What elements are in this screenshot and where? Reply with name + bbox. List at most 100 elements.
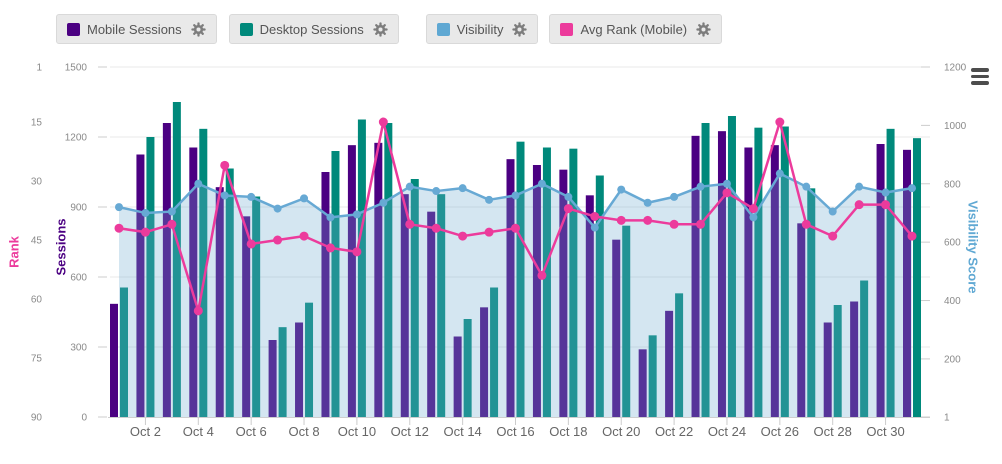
data-point[interactable] xyxy=(431,223,441,233)
data-point[interactable] xyxy=(511,191,520,200)
bar[interactable] xyxy=(162,123,171,417)
bar[interactable] xyxy=(532,165,541,417)
bar[interactable] xyxy=(850,301,859,418)
data-point[interactable] xyxy=(273,204,282,213)
bar[interactable] xyxy=(638,349,647,417)
data-point[interactable] xyxy=(590,223,599,232)
data-point[interactable] xyxy=(643,198,652,207)
bar[interactable] xyxy=(321,172,330,417)
bar[interactable] xyxy=(331,151,340,417)
data-point[interactable] xyxy=(907,231,917,241)
bar[interactable] xyxy=(453,336,462,418)
legend-button-mobile-sessions[interactable]: Mobile Sessions xyxy=(56,14,217,44)
bar[interactable] xyxy=(136,154,145,418)
data-point[interactable] xyxy=(855,182,864,191)
bar[interactable] xyxy=(797,223,806,417)
gear-icon[interactable] xyxy=(191,21,206,37)
bar[interactable] xyxy=(278,327,287,417)
bar[interactable] xyxy=(860,280,869,418)
data-point[interactable] xyxy=(458,231,468,241)
data-point[interactable] xyxy=(564,192,573,201)
data-point[interactable] xyxy=(802,182,811,191)
data-point[interactable] xyxy=(220,191,229,200)
legend-button-desktop-sessions[interactable]: Desktop Sessions xyxy=(228,14,399,44)
bar[interactable] xyxy=(569,148,578,417)
data-point[interactable] xyxy=(563,204,573,214)
bar[interactable] xyxy=(886,128,895,418)
bar[interactable] xyxy=(612,239,621,417)
bar[interactable] xyxy=(559,169,568,417)
bar[interactable] xyxy=(807,188,816,417)
legend-button-visibility[interactable]: Visibility xyxy=(425,14,539,44)
data-point[interactable] xyxy=(801,219,811,229)
data-point[interactable] xyxy=(537,270,547,280)
bar[interactable] xyxy=(400,194,409,417)
bar[interactable] xyxy=(305,302,314,417)
data-point[interactable] xyxy=(167,219,177,229)
data-point[interactable] xyxy=(115,203,123,212)
bar[interactable] xyxy=(252,196,261,418)
gear-icon[interactable] xyxy=(512,21,528,37)
legend-button-avg-rank-mobile[interactable]: Avg Rank (Mobile) xyxy=(549,14,723,44)
bar[interactable] xyxy=(357,119,366,418)
data-point[interactable] xyxy=(775,117,785,127)
data-point[interactable] xyxy=(167,207,176,216)
data-point[interactable] xyxy=(511,223,520,233)
data-point[interactable] xyxy=(352,247,362,257)
bar[interactable] xyxy=(347,145,356,417)
data-point[interactable] xyxy=(405,219,415,229)
bar[interactable] xyxy=(754,127,763,418)
data-point[interactable] xyxy=(854,200,864,210)
data-point[interactable] xyxy=(273,235,283,245)
bar[interactable] xyxy=(717,131,726,417)
data-point[interactable] xyxy=(670,192,679,201)
data-point[interactable] xyxy=(220,160,230,170)
bar[interactable] xyxy=(437,194,446,417)
data-point[interactable] xyxy=(300,194,309,203)
data-point[interactable] xyxy=(114,223,124,233)
data-point[interactable] xyxy=(617,185,626,194)
bar[interactable] xyxy=(780,126,789,418)
data-point[interactable] xyxy=(140,227,150,237)
data-point[interactable] xyxy=(141,208,150,217)
bar[interactable] xyxy=(506,159,515,417)
data-point[interactable] xyxy=(378,117,388,127)
bar[interactable] xyxy=(595,175,604,418)
data-point[interactable] xyxy=(194,179,203,188)
bar[interactable] xyxy=(172,102,181,417)
data-point[interactable] xyxy=(722,179,731,188)
data-point[interactable] xyxy=(299,231,309,241)
bar[interactable] xyxy=(215,187,224,417)
bar[interactable] xyxy=(199,128,208,418)
bar[interactable] xyxy=(146,137,155,417)
data-point[interactable] xyxy=(775,169,784,178)
bar[interactable] xyxy=(225,168,234,418)
bar[interactable] xyxy=(384,123,393,417)
data-point[interactable] xyxy=(405,182,414,191)
bar[interactable] xyxy=(374,142,383,418)
data-point[interactable] xyxy=(881,200,891,210)
bar[interactable] xyxy=(242,216,251,417)
bar[interactable] xyxy=(480,307,489,417)
bar[interactable] xyxy=(675,293,684,417)
bar[interactable] xyxy=(268,340,277,417)
bar[interactable] xyxy=(691,135,700,418)
bar[interactable] xyxy=(701,123,710,417)
bar[interactable] xyxy=(542,147,551,418)
bar[interactable] xyxy=(463,319,472,417)
bar[interactable] xyxy=(490,287,499,418)
data-point[interactable] xyxy=(352,210,361,219)
bar[interactable] xyxy=(744,147,753,418)
hamburger-menu-icon[interactable] xyxy=(971,68,989,88)
data-point[interactable] xyxy=(590,211,600,221)
data-point[interactable] xyxy=(432,187,441,196)
data-point[interactable] xyxy=(247,192,256,201)
data-point[interactable] xyxy=(484,227,494,237)
bar[interactable] xyxy=(903,149,911,418)
bar[interactable] xyxy=(665,310,674,417)
bar[interactable] xyxy=(120,287,128,418)
data-point[interactable] xyxy=(643,215,653,225)
data-point[interactable] xyxy=(193,306,203,316)
data-point[interactable] xyxy=(669,219,679,229)
bar[interactable] xyxy=(770,145,779,417)
